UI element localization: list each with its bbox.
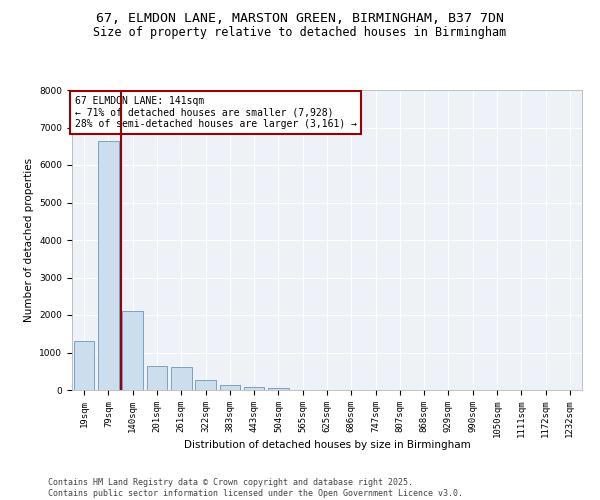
Bar: [98, 140, 119, 390]
Bar: [244, 386, 265, 390]
X-axis label: Distribution of detached houses by size in Birmingham: Distribution of detached houses by size …: [184, 440, 470, 450]
Bar: [146, 366, 167, 390]
Bar: [74, 341, 94, 390]
Text: 67 ELMDON LANE: 141sqm
← 71% of detached houses are smaller (7,928)
28% of semi-: 67 ELMDON LANE: 141sqm ← 71% of detached…: [74, 96, 356, 129]
Text: Contains HM Land Registry data © Crown copyright and database right 2025.
Contai: Contains HM Land Registry data © Crown c…: [48, 478, 463, 498]
Text: 67, ELMDON LANE, MARSTON GREEN, BIRMINGHAM, B37 7DN: 67, ELMDON LANE, MARSTON GREEN, BIRMINGH…: [96, 12, 504, 26]
Bar: [122, 311, 143, 390]
Y-axis label: Number of detached properties: Number of detached properties: [24, 158, 34, 322]
Bar: [268, 388, 289, 390]
Bar: [195, 380, 216, 390]
Bar: [220, 385, 240, 390]
Bar: [171, 367, 191, 390]
Text: Size of property relative to detached houses in Birmingham: Size of property relative to detached ho…: [94, 26, 506, 39]
